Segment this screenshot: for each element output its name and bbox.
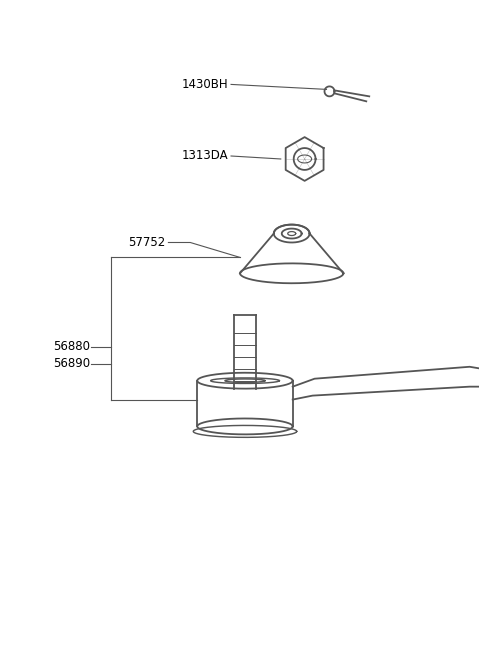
Text: 56890: 56890: [53, 357, 90, 370]
Text: 1430BH: 1430BH: [181, 78, 228, 91]
Text: 1313DA: 1313DA: [181, 149, 228, 162]
Text: 57752: 57752: [128, 236, 166, 249]
Text: 56880: 56880: [53, 341, 90, 354]
